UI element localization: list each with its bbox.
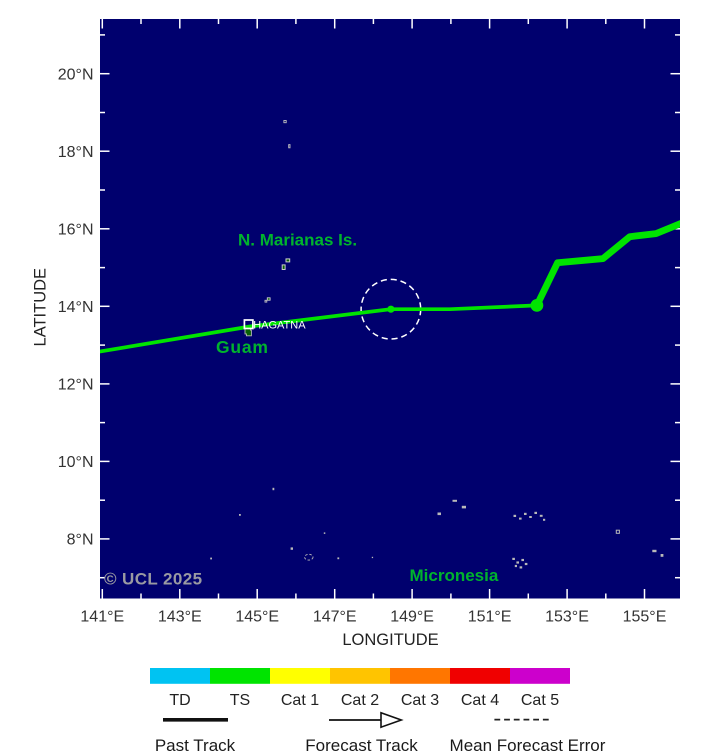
svg-text:N. Marianas Is.: N. Marianas Is. xyxy=(238,231,357,250)
svg-text:Cat 1: Cat 1 xyxy=(281,692,319,709)
svg-text:151°E: 151°E xyxy=(468,609,512,626)
svg-text:HAGATNA: HAGATNA xyxy=(253,319,306,331)
svg-text:Micronesia: Micronesia xyxy=(410,566,499,585)
svg-text:12°N: 12°N xyxy=(58,377,94,394)
svg-text:© UCL 2025: © UCL 2025 xyxy=(104,569,202,588)
svg-text:8°N: 8°N xyxy=(67,532,94,549)
svg-text:Cat 5: Cat 5 xyxy=(521,692,559,709)
svg-text:18°N: 18°N xyxy=(58,144,94,161)
svg-text:20°N: 20°N xyxy=(58,66,94,83)
svg-text:LATITUDE: LATITUDE xyxy=(32,268,50,347)
svg-text:10°N: 10°N xyxy=(58,454,94,471)
svg-text:145°E: 145°E xyxy=(235,609,279,626)
svg-text:Forecast Track: Forecast Track xyxy=(305,736,418,755)
svg-text:16°N: 16°N xyxy=(58,221,94,238)
svg-text:Past Track: Past Track xyxy=(155,736,236,755)
svg-text:TS: TS xyxy=(230,692,250,709)
svg-text:Cat 2: Cat 2 xyxy=(341,692,379,709)
svg-text:Cat 3: Cat 3 xyxy=(401,692,439,709)
svg-text:141°E: 141°E xyxy=(80,609,124,626)
svg-text:147°E: 147°E xyxy=(313,609,357,626)
svg-text:Mean Forecast Error: Mean Forecast Error xyxy=(450,736,606,755)
svg-text:Cat 4: Cat 4 xyxy=(461,692,499,709)
svg-text:TD: TD xyxy=(169,692,190,709)
svg-text:14°N: 14°N xyxy=(58,299,94,316)
svg-text:153°E: 153°E xyxy=(545,609,589,626)
svg-text:155°E: 155°E xyxy=(623,609,667,626)
svg-text:Guam: Guam xyxy=(216,337,269,357)
svg-text:149°E: 149°E xyxy=(390,609,434,626)
svg-text:LONGITUDE: LONGITUDE xyxy=(342,631,438,649)
svg-text:143°E: 143°E xyxy=(158,609,202,626)
